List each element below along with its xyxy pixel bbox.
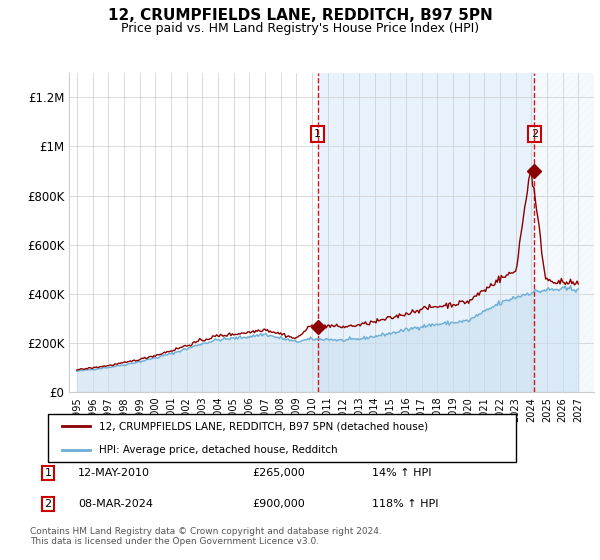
Text: £900,000: £900,000 [252, 499, 305, 509]
Text: 1: 1 [44, 468, 52, 478]
Text: 1: 1 [314, 129, 321, 139]
Text: £265,000: £265,000 [252, 468, 305, 478]
Text: 2: 2 [44, 499, 52, 509]
Text: 12, CRUMPFIELDS LANE, REDDITCH, B97 5PN: 12, CRUMPFIELDS LANE, REDDITCH, B97 5PN [107, 8, 493, 24]
Text: 08-MAR-2024: 08-MAR-2024 [78, 499, 153, 509]
Text: 12-MAY-2010: 12-MAY-2010 [78, 468, 150, 478]
Text: 118% ↑ HPI: 118% ↑ HPI [372, 499, 439, 509]
Text: Contains HM Land Registry data © Crown copyright and database right 2024.
This d: Contains HM Land Registry data © Crown c… [30, 526, 382, 546]
Text: 2: 2 [531, 129, 538, 139]
Bar [534, 73, 600, 392]
Bar [534, 73, 600, 392]
Text: HPI: Average price, detached house, Redditch: HPI: Average price, detached house, Redd… [100, 445, 338, 455]
Bar [317, 73, 534, 392]
Text: 14% ↑ HPI: 14% ↑ HPI [372, 468, 431, 478]
FancyBboxPatch shape [48, 414, 516, 462]
Text: Price paid vs. HM Land Registry's House Price Index (HPI): Price paid vs. HM Land Registry's House … [121, 22, 479, 35]
Text: 12, CRUMPFIELDS LANE, REDDITCH, B97 5PN (detached house): 12, CRUMPFIELDS LANE, REDDITCH, B97 5PN … [100, 421, 428, 431]
